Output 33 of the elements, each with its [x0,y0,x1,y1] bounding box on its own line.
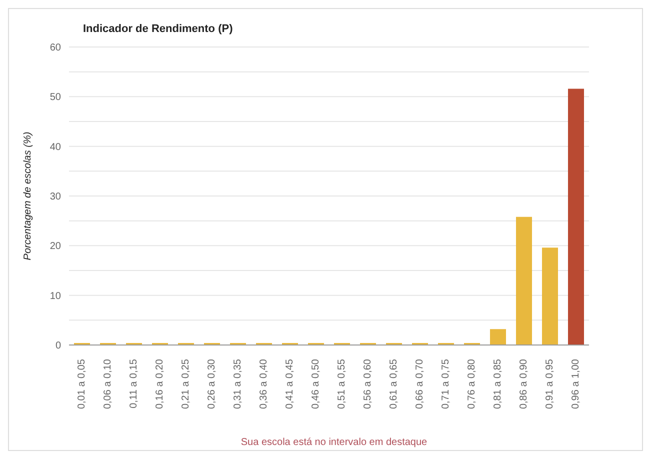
x-tick-label: 0,86 a 0,90 [518,358,530,410]
x-tick-label: 0,36 a 0,40 [258,358,270,410]
bar [542,248,558,345]
x-tick-label: 0,11 a 0,15 [128,358,140,408]
chart-title: Indicador de Rendimento (P) [83,23,233,35]
x-tick-label: 0,96 a 1,00 [570,358,582,410]
y-tick-label: 0 [55,340,62,352]
y-tick-label: 40 [50,142,62,153]
x-tick-label: 0,56 a 0,60 [362,358,374,410]
bar [516,216,532,345]
y-tick-label: 10 [50,290,62,302]
x-tick-label: 0,81 a 0,85 [492,358,504,410]
x-tick-label: 0,51 a 0,55 [336,358,348,410]
x-tick-label: 0,71 a 0,75 [440,358,452,410]
x-tick-label: 0,21 a 0,25 [180,358,192,410]
x-tick-label: 0,76 a 0,80 [466,358,478,410]
x-tick-label: 0,16 a 0,20 [154,358,166,410]
y-tick-label: 50 [50,92,62,104]
x-tick-label: 0,31 a 0,35 [232,358,244,410]
x-tick-label: 0,41 a 0,45 [284,358,296,410]
x-tick-label: 0,91 a 0,95 [544,358,556,410]
y-axis-title: Porcentagem de escolas (%) [22,132,34,260]
x-tick-label: 0,06 a 0,10 [102,358,114,410]
x-tick-label: 0,01 a 0,05 [76,358,88,410]
x-tick-label: 0,46 a 0,50 [310,358,322,410]
x-tick-label: 0,61 a 0,65 [388,358,400,410]
text: Sua escola está no intervalo em destaque [240,437,428,448]
x-tick-label: 0,26 a 0,30 [206,358,218,410]
x-tick-label: 0,66 a 0,70 [414,358,426,410]
y-tick-label: 60 [50,42,62,54]
y-tick-label: 30 [50,192,62,203]
y-tick-label: 20 [50,241,62,252]
bar [568,88,584,345]
